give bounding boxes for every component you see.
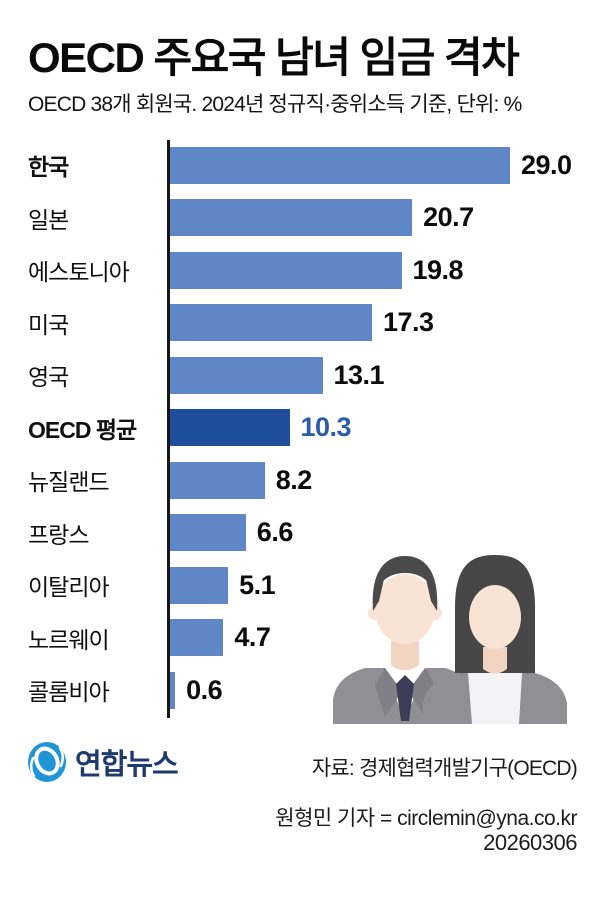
page-title: OECD 주요국 남녀 임금 격차 <box>28 34 520 81</box>
chart-row: 뉴질랜드 8.2 <box>28 454 588 507</box>
bar <box>168 251 402 289</box>
category-label: 미국 <box>28 311 69 338</box>
chart-row: 한국 29.0 <box>28 139 588 192</box>
chart-row: 콜롬비아 0.6 <box>28 664 588 717</box>
date-stamp: 20260306 <box>483 830 577 855</box>
category-label: 한국 <box>28 154 69 181</box>
bar <box>168 199 413 237</box>
category-label: 에스토니아 <box>28 259 130 286</box>
category-label: 뉴질랜드 <box>28 469 110 496</box>
source-credit: 자료: 경제협력개발기구(OECD) <box>311 757 578 780</box>
bar <box>168 461 265 499</box>
value-label: 20.7 <box>423 202 474 233</box>
bar <box>168 409 290 447</box>
page-subtitle: OECD 38개 회원국. 2024년 정규직·중위소득 기준, 단위: % <box>28 93 522 116</box>
value-label: 13.1 <box>333 359 385 390</box>
chart-row: 미국 17.3 <box>28 297 588 350</box>
yonhap-logo-text: 연합뉴스 <box>75 749 179 781</box>
yonhap-logo-icon <box>28 742 66 782</box>
value-label: 17.3 <box>383 307 434 338</box>
value-label: 5.1 <box>239 569 276 600</box>
chart-row: 일본 20.7 <box>28 192 588 245</box>
category-label: 노르웨이 <box>28 626 110 653</box>
chart-row: 프랑스 6.6 <box>28 507 588 560</box>
bar <box>168 566 229 604</box>
category-label: 콜롬비아 <box>28 679 110 706</box>
chart-axis-line <box>167 140 170 718</box>
category-label: 이탈리아 <box>28 574 110 601</box>
category-label: 영국 <box>28 364 69 391</box>
yonhap-logo: 연합뉴스 <box>26 740 179 784</box>
bar <box>168 619 224 657</box>
bar <box>168 146 510 184</box>
value-label: 8.2 <box>275 464 313 495</box>
bar-chart-rows: 한국 29.0 일본 20.7 에스토니아 19.8 미국 17.3 영국 13.1 OECD 평균… <box>28 139 588 717</box>
category-label: 프랑스 <box>28 521 89 548</box>
value-label: 10.3 <box>300 412 352 443</box>
value-label: 0.6 <box>186 674 223 705</box>
value-label: 19.8 <box>412 254 464 285</box>
value-label: 4.7 <box>234 622 271 653</box>
bar-chart: 한국 29.0 일본 20.7 에스토니아 19.8 미국 17.3 영국 13.1 OECD 평균… <box>28 139 588 718</box>
man-woman-illustration <box>333 555 567 724</box>
chart-row: 이탈리아 5.1 <box>28 559 588 612</box>
category-label: OECD 평균 <box>28 416 137 443</box>
value-label: 6.6 <box>256 517 294 548</box>
chart-row: 영국 13.1 <box>28 349 588 402</box>
chart-row: 노르웨이 4.7 <box>28 612 588 665</box>
bar <box>168 304 372 342</box>
value-label: 29.0 <box>521 149 572 180</box>
reporter-credit: 원형민 기자 = circlemin@yna.co.kr <box>275 807 577 830</box>
bar <box>168 356 323 394</box>
chart-row: 에스토니아 19.8 <box>28 244 588 297</box>
bar <box>168 514 246 552</box>
bar <box>168 671 176 709</box>
woman-figure <box>423 555 567 724</box>
chart-row: OECD 평균 10.3 <box>28 402 588 455</box>
category-label: 일본 <box>28 206 69 233</box>
